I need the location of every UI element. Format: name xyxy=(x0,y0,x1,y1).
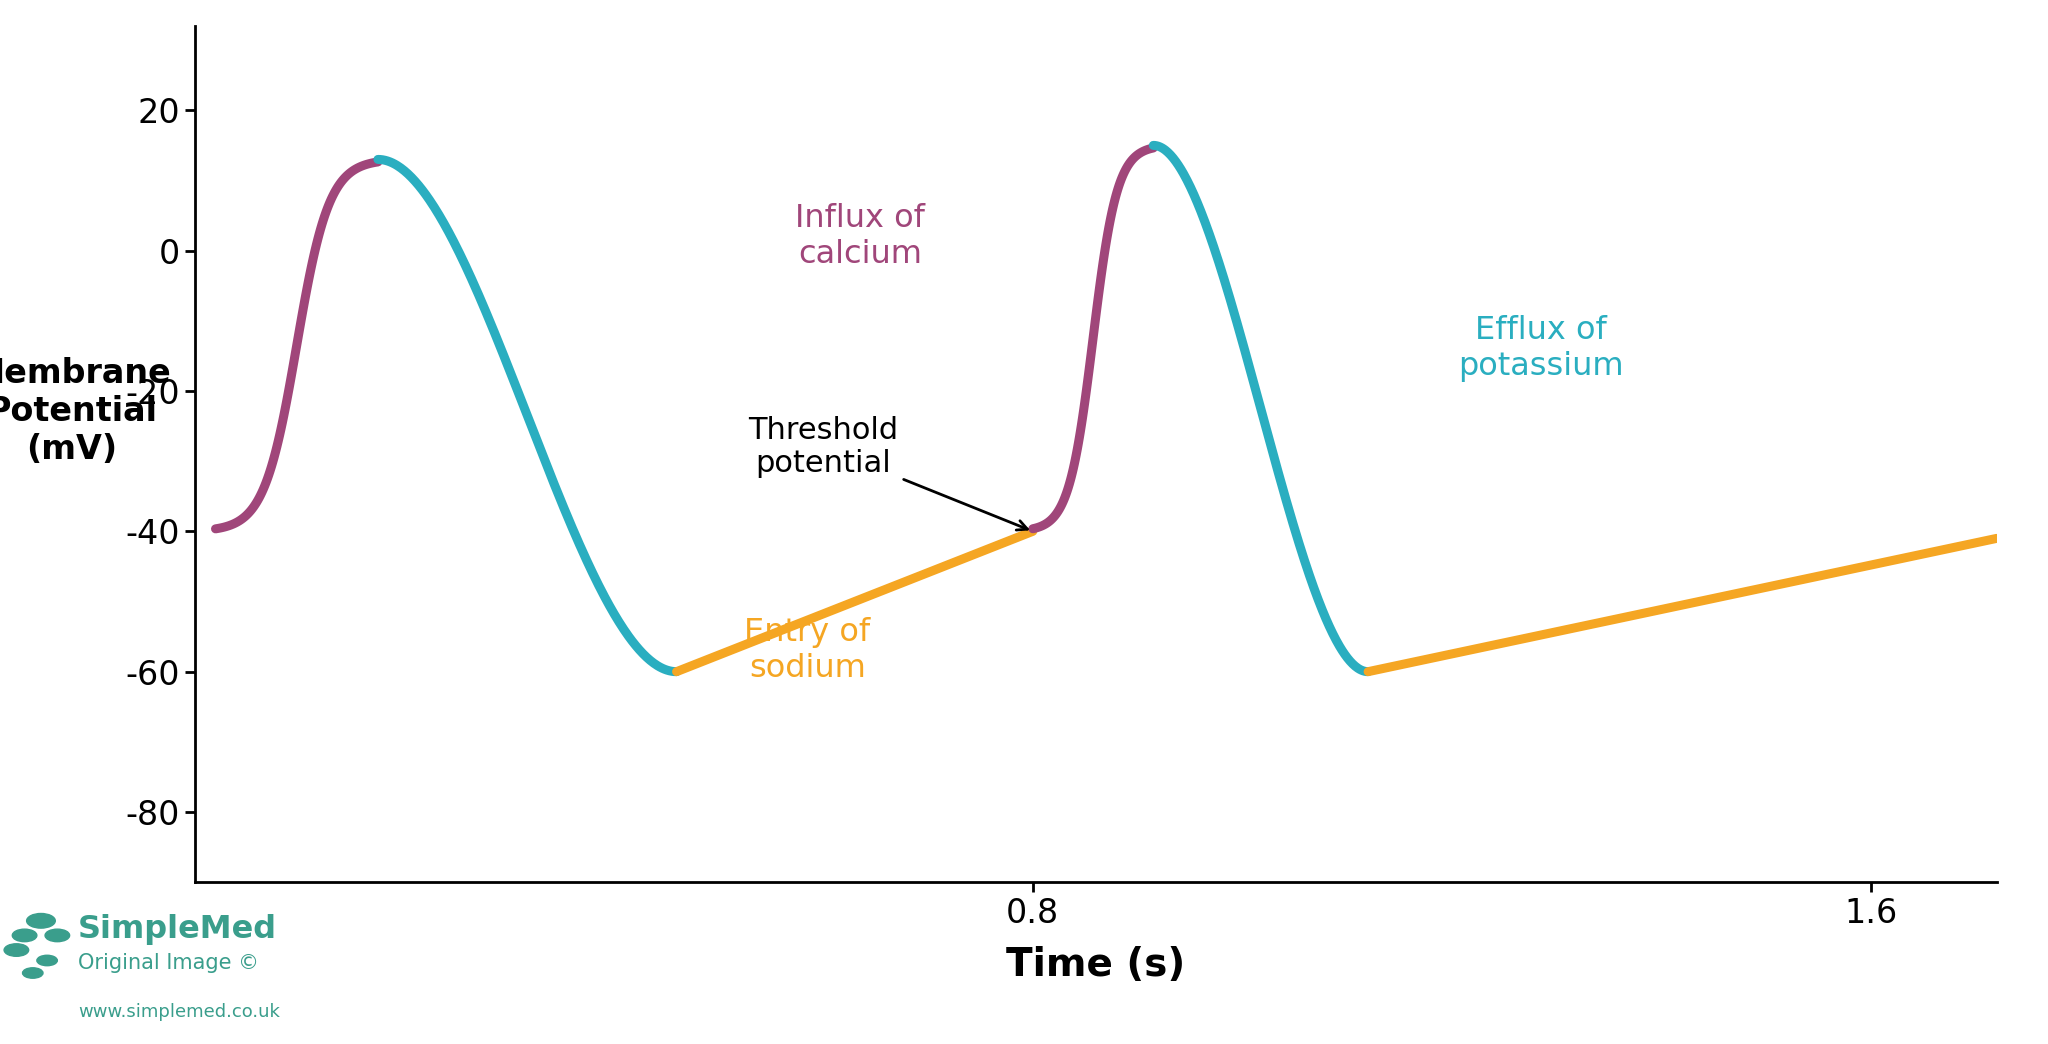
Y-axis label: Membrane
Potential
(mV): Membrane Potential (mV) xyxy=(0,357,172,466)
Text: Original Image ©: Original Image © xyxy=(78,953,258,973)
Text: Influx of
calcium: Influx of calcium xyxy=(795,204,926,270)
X-axis label: Time (s): Time (s) xyxy=(1006,947,1186,984)
Text: Efflux of
potassium: Efflux of potassium xyxy=(1458,315,1624,382)
Text: Entry of
sodium: Entry of sodium xyxy=(745,617,870,684)
Text: www.simplemed.co.uk: www.simplemed.co.uk xyxy=(78,1003,281,1021)
Text: SimpleMed: SimpleMed xyxy=(78,914,276,945)
Text: Threshold
potential: Threshold potential xyxy=(748,416,1028,530)
